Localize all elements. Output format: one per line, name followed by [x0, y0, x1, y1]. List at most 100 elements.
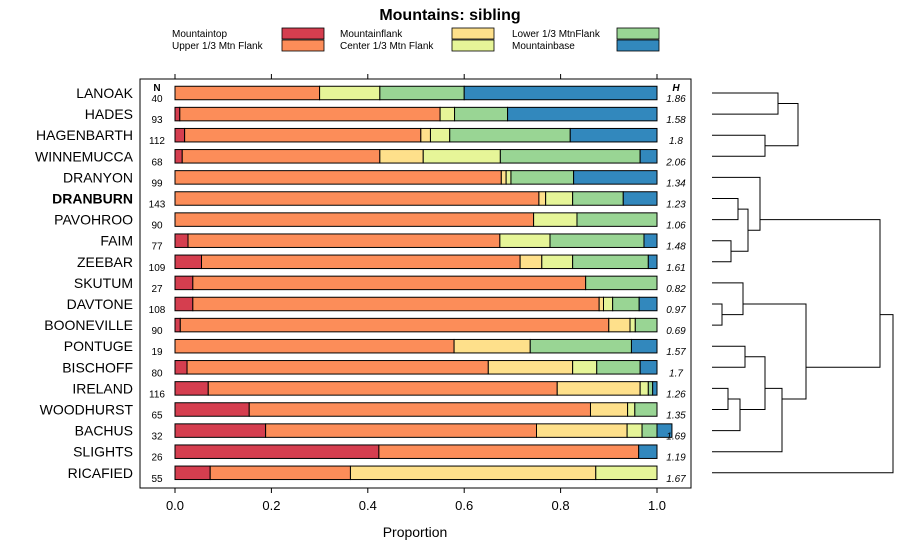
plot-area: N H — [139, 78, 692, 489]
legend-label: Mountainflank — [340, 29, 403, 40]
bar-segment — [598, 296, 604, 312]
bar-segment — [453, 338, 531, 354]
legend-label: Mountaintop — [172, 29, 227, 40]
dendrogram-branch — [712, 240, 732, 263]
n-column-header: N — [153, 83, 160, 94]
bar-segment — [572, 360, 598, 375]
bar-segment — [181, 149, 381, 164]
n-value: 99 — [151, 178, 163, 189]
dendrogram-branch — [712, 398, 741, 432]
bar-segment — [184, 127, 422, 143]
bar-segment — [174, 191, 540, 206]
legend-swatch — [281, 27, 325, 40]
n-value: 27 — [151, 284, 163, 295]
legend-swatch — [616, 27, 660, 40]
bar-segment — [627, 402, 636, 417]
bar-segment — [576, 212, 658, 227]
bar-row — [174, 317, 658, 333]
bar-segment — [634, 402, 658, 417]
n-value: 68 — [151, 157, 163, 168]
bar-segment — [422, 149, 501, 164]
row-label: FAIM — [100, 233, 133, 249]
bar-segment — [536, 423, 628, 438]
bar-segment — [573, 170, 658, 185]
bar-segment — [174, 149, 183, 164]
bar-segment — [638, 444, 658, 459]
dendrogram-branch — [743, 303, 807, 400]
bar-row — [174, 381, 658, 396]
dendrogram-branch — [740, 356, 766, 410]
bar-segment — [186, 360, 489, 375]
h-value: 1.69 — [666, 432, 686, 443]
bar-segment — [643, 233, 658, 248]
dendrogram-branch — [712, 387, 729, 410]
row-label: SLIGHTS — [73, 444, 133, 460]
h-value: 1.06 — [666, 221, 686, 232]
bar-segment — [639, 360, 658, 375]
row-label: SKUTUM — [74, 275, 133, 291]
h-value: 1.34 — [666, 178, 686, 189]
bar-segment — [639, 381, 649, 396]
bar-segment — [647, 254, 658, 270]
legend-swatch — [616, 39, 660, 52]
dendrogram-branch — [712, 92, 779, 115]
bar-segment — [589, 402, 629, 417]
h-value: 1.48 — [666, 242, 686, 253]
h-column-header: H — [672, 83, 680, 94]
bar-segment — [500, 170, 507, 185]
bar-segment — [179, 106, 441, 122]
bar-segment — [647, 381, 654, 396]
row-label: RICAFIED — [68, 465, 133, 481]
row-label: BOONEVILLE — [44, 317, 133, 333]
bar-segment — [529, 338, 632, 354]
n-value: 109 — [149, 263, 166, 274]
bar-segment — [630, 338, 658, 354]
row-label: IRELAND — [72, 380, 133, 396]
bar-segment — [192, 296, 600, 312]
n-value: 65 — [151, 411, 163, 422]
bar-segment — [634, 317, 658, 333]
bar-segment — [209, 465, 351, 481]
h-value: 1.35 — [666, 411, 686, 422]
x-axis-label: Proportion — [383, 524, 448, 540]
bar-segment — [378, 444, 640, 459]
dendrogram-branch — [712, 314, 894, 474]
bar-segment — [545, 191, 574, 206]
bar-segment — [641, 423, 658, 438]
row-label: BISCHOFF — [62, 359, 133, 375]
row-label: DRANBURN — [52, 191, 133, 207]
h-value: 0.69 — [666, 326, 686, 337]
bar-row — [174, 402, 658, 417]
bar-segment — [541, 254, 574, 270]
chart-title: Mountains: sibling — [379, 7, 520, 24]
dendrogram-branch — [712, 345, 746, 368]
bar-segment — [602, 296, 614, 312]
bar-segment — [174, 212, 535, 227]
bar-segment — [608, 317, 631, 333]
row-label: ZEEBAR — [77, 254, 133, 270]
h-value: 0.82 — [666, 284, 686, 295]
n-value: 80 — [151, 368, 163, 379]
dendrogram-branch — [712, 176, 761, 231]
bar-segment — [596, 360, 641, 375]
bar-segment — [612, 296, 640, 312]
n-value: 40 — [151, 94, 163, 105]
bar-row — [174, 106, 658, 122]
bar-segment — [572, 254, 649, 270]
bar-segment — [639, 149, 658, 164]
dendrogram-branch — [731, 208, 749, 252]
n-value: 116 — [149, 389, 165, 400]
h-value: 2.06 — [665, 157, 686, 168]
h-value: 1.7 — [669, 368, 683, 379]
bar-segment — [652, 381, 658, 396]
row-label: DRANYON — [63, 169, 133, 185]
bar-segment — [519, 254, 543, 270]
bar-segment — [499, 149, 641, 164]
bar-segment — [463, 85, 658, 101]
bar-segment — [174, 444, 380, 459]
dendrogram — [712, 92, 894, 474]
bar-segment — [201, 254, 521, 270]
bar-segment — [349, 465, 597, 481]
bar-segment — [174, 317, 181, 333]
